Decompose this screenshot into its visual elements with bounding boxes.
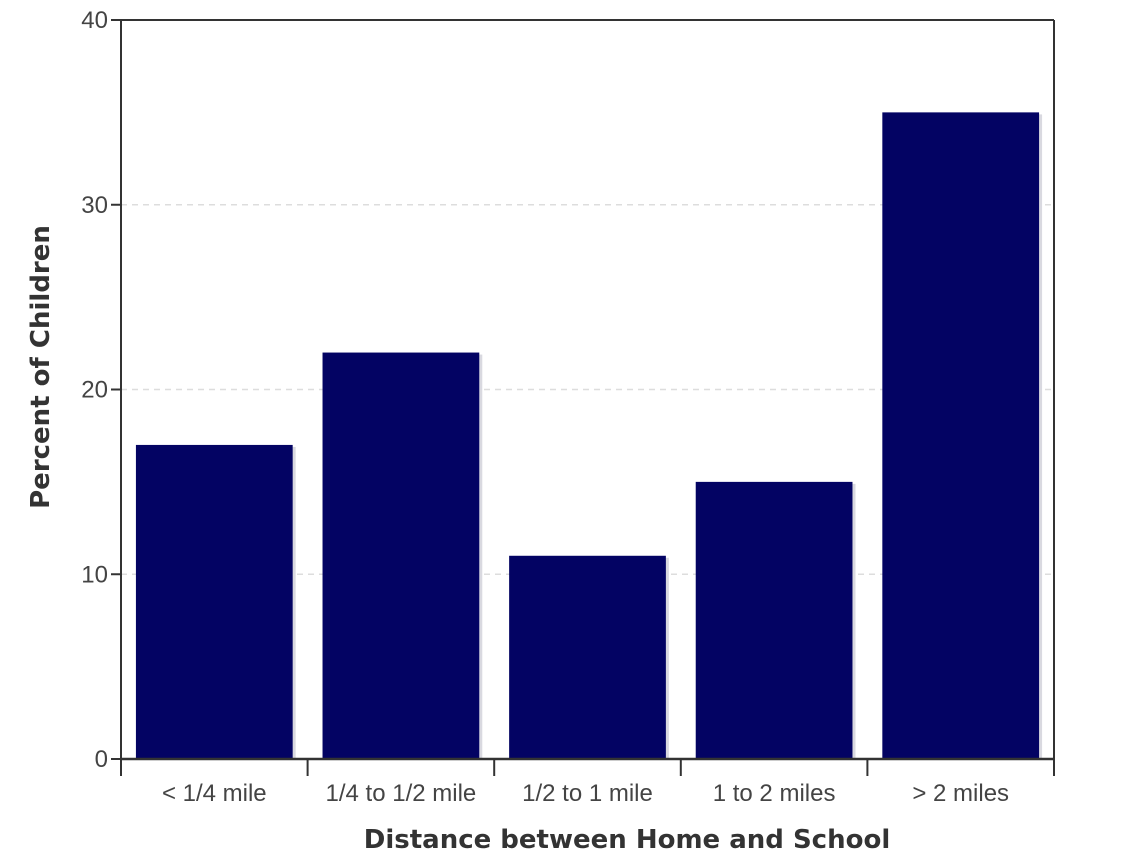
y-tick-label: 30 [81,192,108,219]
bar [509,555,666,759]
axes [111,19,1055,776]
y-tick-label: 40 [81,7,108,34]
x-axis-title: Distance between Home and School [364,825,890,855]
y-tick-label: 20 [81,377,108,404]
bar [695,481,853,759]
y-tick-label: 10 [81,561,108,588]
x-tick-label: 1 to 2 miles [713,780,836,807]
bars [135,112,1043,759]
y-axis-title: Percent of Children [26,225,56,509]
y-tick-labels: 0 10 20 30 40 [81,7,108,773]
bar [882,112,1040,759]
bar [322,352,480,759]
y-tick-label: 0 [95,746,108,773]
x-tick-label: > 2 miles [912,780,1009,807]
x-tick-label: 1/2 to 1 mile [522,780,653,807]
bar [135,444,293,759]
x-tick-labels: < 1/4 mile 1/4 to 1/2 mile 1/2 to 1 mile 1 … [162,780,1009,807]
x-tick-label: < 1/4 mile [162,780,267,807]
x-tick-label: 1/4 to 1/2 mile [326,780,477,807]
